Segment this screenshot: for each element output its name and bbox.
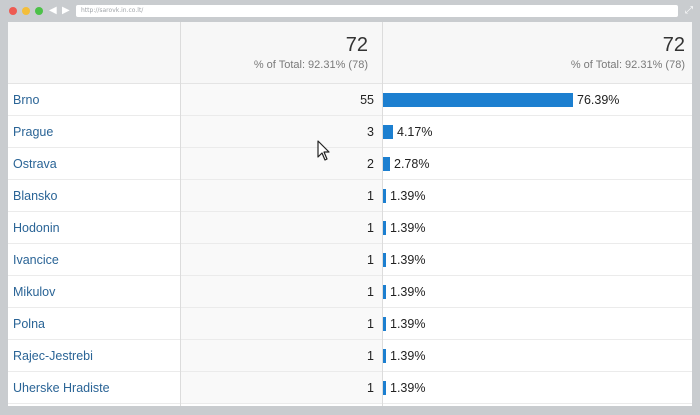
share-bar-cell: 4.17%	[383, 125, 683, 139]
row-value: 1	[367, 317, 374, 331]
table-row: Mikulov 1 1.39%	[8, 276, 692, 308]
share-bar-cell: 1.39%	[383, 349, 683, 363]
header-share-value: 72	[662, 34, 685, 56]
maximize-window-button[interactable]	[35, 7, 43, 15]
table-body: Brno 55 76.39% Prague 3 4.17% Ostrava 2 2.78% Bla…	[8, 84, 692, 404]
row-value: 1	[367, 221, 374, 235]
value-cell-background	[180, 372, 382, 403]
back-arrow-icon[interactable]: ◀	[49, 5, 57, 16]
row-value: 3	[367, 125, 374, 139]
value-cell-background	[180, 340, 382, 371]
browser-chrome: ◀ ▶ http://sarovk.in.co.lt/ ⤢	[0, 0, 700, 22]
minimize-window-button[interactable]	[22, 7, 30, 15]
share-bar-cell: 2.78%	[383, 157, 683, 171]
share-percent-label: 2.78%	[394, 157, 430, 171]
row-value: 1	[367, 349, 374, 363]
share-bar-cell: 1.39%	[383, 285, 683, 299]
report-page: 72 % of Total: 92.31% (78) 72 % of Total…	[8, 22, 692, 406]
expand-icon[interactable]: ⤢	[685, 5, 693, 16]
share-bar-cell: 1.39%	[383, 317, 683, 331]
city-link[interactable]: Blansko	[13, 189, 58, 203]
share-percent-label: 1.39%	[390, 317, 426, 331]
city-link[interactable]: Uherske Hradiste	[13, 381, 110, 395]
table-row: Rajec-Jestrebi 1 1.39%	[8, 340, 692, 372]
city-link[interactable]: Ostrava	[13, 157, 57, 171]
table-row: Uherske Hradiste 1 1.39%	[8, 372, 692, 404]
share-bar	[383, 157, 390, 171]
value-cell-background	[180, 116, 382, 147]
table-row: Polna 1 1.39%	[8, 308, 692, 340]
share-percent-label: 1.39%	[390, 189, 426, 203]
city-link[interactable]: Mikulov	[13, 285, 56, 299]
header-share-cell: 72 % of Total: 92.31% (78)	[382, 22, 685, 83]
address-bar[interactable]: http://sarovk.in.co.lt/	[76, 5, 678, 17]
share-bar	[383, 221, 386, 235]
header-metric-cell: 72 % of Total: 92.31% (78)	[180, 22, 368, 83]
value-cell-background	[180, 276, 382, 307]
share-percent-label: 76.39%	[577, 93, 620, 107]
row-value: 1	[367, 253, 374, 267]
share-percent-label: 1.39%	[390, 221, 426, 235]
share-bar-cell: 1.39%	[383, 253, 683, 267]
share-bar	[383, 381, 386, 395]
share-bar-cell: 76.39%	[383, 93, 683, 107]
table-row: Hodonin 1 1.39%	[8, 212, 692, 244]
forward-arrow-icon[interactable]: ▶	[62, 5, 70, 16]
share-bar-cell: 1.39%	[383, 221, 683, 235]
share-bar	[383, 317, 386, 331]
table-row: Blansko 1 1.39%	[8, 180, 692, 212]
table-row: Prague 3 4.17%	[8, 116, 692, 148]
share-percent-label: 4.17%	[397, 125, 433, 139]
row-value: 1	[367, 285, 374, 299]
value-cell-background	[180, 148, 382, 179]
share-bar	[383, 349, 386, 363]
table-row: Brno 55 76.39%	[8, 84, 692, 116]
city-link[interactable]: Ivancice	[13, 253, 59, 267]
share-bar	[383, 125, 393, 139]
table-row: Ivancice 1 1.39%	[8, 244, 692, 276]
share-bar-cell: 1.39%	[383, 381, 683, 395]
share-bar	[383, 253, 386, 267]
city-link[interactable]: Hodonin	[13, 221, 60, 235]
row-value: 1	[367, 381, 374, 395]
value-cell-background	[180, 244, 382, 275]
city-link[interactable]: Prague	[13, 125, 54, 139]
share-percent-label: 1.39%	[390, 285, 426, 299]
table-header: 72 % of Total: 92.31% (78) 72 % of Total…	[8, 22, 692, 84]
city-link[interactable]: Polna	[13, 317, 45, 331]
header-total-percent: % of Total: 92.31% (78)	[253, 59, 368, 71]
share-bar	[383, 93, 573, 107]
city-link[interactable]: Rajec-Jestrebi	[13, 349, 93, 363]
value-cell-background	[180, 212, 382, 243]
value-cell-background	[180, 180, 382, 211]
table-row: Ostrava 2 2.78%	[8, 148, 692, 180]
share-bar	[383, 189, 386, 203]
city-link[interactable]: Brno	[13, 93, 40, 107]
close-window-button[interactable]	[9, 7, 17, 15]
header-total-value: 72	[345, 34, 368, 56]
row-value: 2	[367, 157, 374, 171]
value-cell-background	[180, 84, 382, 115]
column-divider	[382, 22, 383, 406]
share-percent-label: 1.39%	[390, 253, 426, 267]
share-percent-label: 1.39%	[390, 381, 426, 395]
share-bar	[383, 285, 386, 299]
share-percent-label: 1.39%	[390, 349, 426, 363]
share-bar-cell: 1.39%	[383, 189, 683, 203]
row-value: 55	[360, 93, 374, 107]
mouse-cursor-icon	[317, 140, 330, 161]
row-value: 1	[367, 189, 374, 203]
column-divider	[180, 22, 181, 406]
header-share-percent: % of Total: 92.31% (78)	[570, 59, 685, 71]
value-cell-background	[180, 308, 382, 339]
